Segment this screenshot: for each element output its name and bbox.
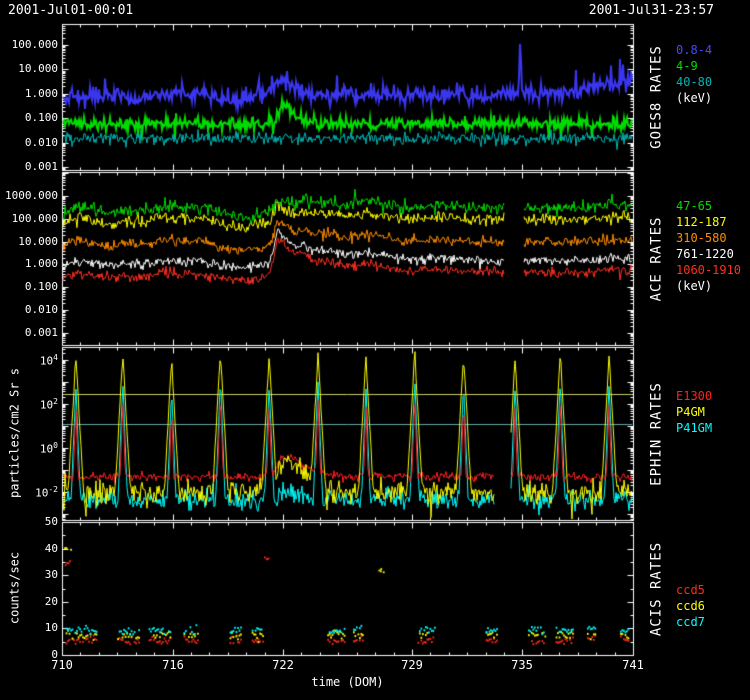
chart-canvas — [0, 0, 750, 700]
plot-root: 2001-Jul01-00:01 2001-Jul31-23:57 time (… — [0, 0, 750, 700]
